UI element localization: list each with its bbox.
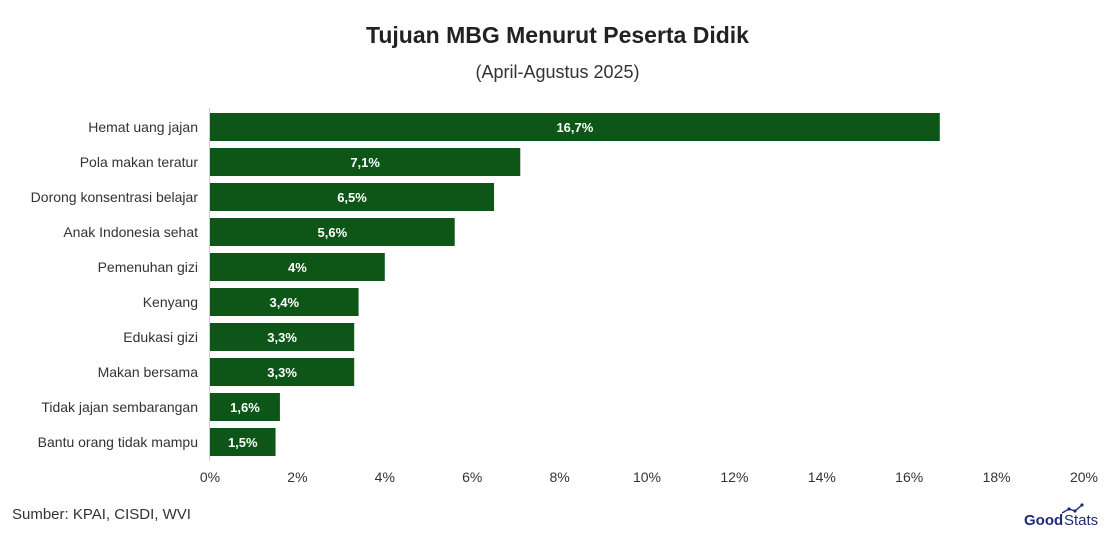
x-tick-label: 20%: [1070, 469, 1098, 485]
x-tick-label: 4%: [375, 469, 395, 485]
category-label: Edukasi gizi: [123, 329, 198, 345]
x-tick-label: 6%: [462, 469, 482, 485]
category-label: Makan bersama: [98, 364, 199, 380]
x-tick-label: 0%: [200, 469, 220, 485]
logo-text-good: Good: [1024, 512, 1063, 529]
data-label: 4%: [288, 260, 307, 275]
x-tick-label: 16%: [895, 469, 923, 485]
logo-text-stats: Stats: [1064, 512, 1098, 529]
data-label: 7,1%: [350, 155, 380, 170]
x-tick-label: 2%: [287, 469, 307, 485]
data-label: 5,6%: [318, 225, 348, 240]
data-label: 6,5%: [337, 190, 367, 205]
data-label: 3,3%: [267, 330, 297, 345]
goodstats-logo: Good Stats: [1024, 503, 1098, 529]
x-tick-label: 14%: [808, 469, 836, 485]
bar-9: [210, 393, 280, 421]
chart-subtitle: (April-Agustus 2025): [475, 62, 640, 82]
x-tick-label: 10%: [633, 469, 661, 485]
category-label: Hemat uang jajan: [88, 119, 198, 135]
category-label: Anak Indonesia sehat: [63, 224, 198, 240]
bar-10: [210, 428, 276, 456]
bar-5: [210, 253, 385, 281]
bar-2: [210, 148, 521, 176]
source-note: Sumber: KPAI, CISDI, WVI: [12, 506, 191, 523]
category-label: Pola makan teratur: [80, 154, 199, 170]
data-label: 3,4%: [269, 295, 299, 310]
data-label: 16,7%: [556, 120, 593, 135]
x-tick-label: 12%: [720, 469, 748, 485]
bar-6: [210, 288, 359, 316]
x-tick-label: 8%: [549, 469, 569, 485]
bars-layer: Hemat uang jajan 16,7% Pola makan teratur 7…: [31, 113, 940, 456]
data-label: 3,3%: [267, 365, 297, 380]
data-label: 1,6%: [230, 400, 260, 415]
category-label: Bantu orang tidak mampu: [38, 434, 198, 450]
bar-1: [210, 113, 940, 141]
bar-8: [210, 358, 355, 386]
logo-trend-icon: [1061, 504, 1083, 514]
bar-7: [210, 323, 355, 351]
bar-chart: Hemat uang jajan 16,7% Pola makan teratur 7…: [31, 108, 1098, 485]
category-label: Dorong konsentrasi belajar: [31, 189, 199, 205]
category-label: Kenyang: [143, 294, 198, 310]
bar-4: [210, 218, 455, 246]
category-label: Tidak jajan sembarangan: [41, 399, 198, 415]
x-tick-label: 18%: [983, 469, 1011, 485]
category-label: Pemenuhan gizi: [98, 259, 198, 275]
x-axis-ticks: 0% 2% 4% 6% 8% 10% 12% 14% 16% 18% 20%: [200, 469, 1098, 485]
chart-title: Tujuan MBG Menurut Peserta Didik: [366, 22, 749, 48]
bar-3: [210, 183, 495, 211]
data-label: 1,5%: [228, 435, 258, 450]
